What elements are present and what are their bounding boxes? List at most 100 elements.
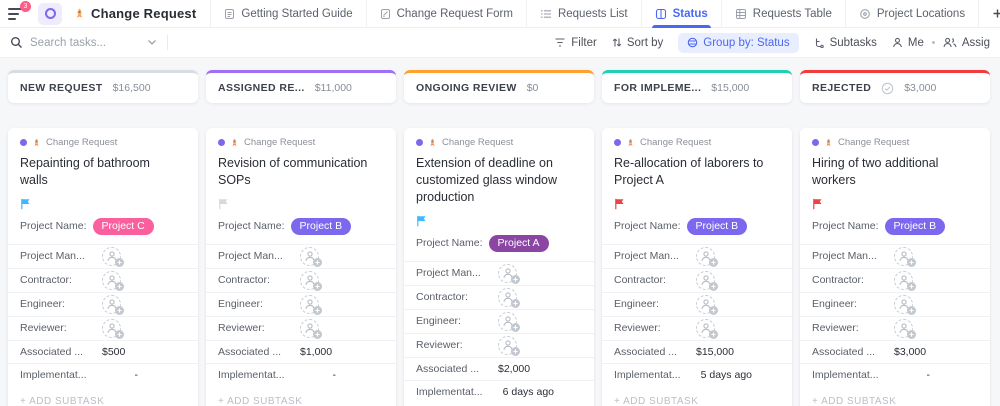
task-card[interactable]: Change Request Repainting of bathroom wa… <box>8 128 198 406</box>
add-assignee-avatar[interactable] <box>894 318 916 339</box>
column-header[interactable]: ASSIGNED RE... $11,000 <box>206 70 396 103</box>
tab-project-locations[interactable]: Project Locations <box>844 0 978 27</box>
add-subtask-button[interactable]: + ADD SUBTASK <box>218 395 303 406</box>
filter-icon <box>554 37 566 48</box>
column-header[interactable]: ONGOING REVIEW $0 <box>404 70 594 103</box>
associated-cost-value[interactable]: $1,000 <box>300 345 333 358</box>
add-subtask-button[interactable]: + ADD SUBTASK <box>20 395 105 406</box>
group-by-label: Group by: Status <box>703 36 790 49</box>
tab-getting-started-guide[interactable]: Getting Started Guide <box>210 0 365 27</box>
associated-cost-value[interactable]: $2,000 <box>498 362 531 375</box>
plus-icon <box>992 8 1000 19</box>
add-assignee-avatar[interactable] <box>498 335 520 356</box>
space-avatar-button[interactable] <box>38 2 62 25</box>
add-assignee-avatar[interactable] <box>102 294 124 315</box>
field-label: Engineer: <box>416 315 461 328</box>
me-filter-button[interactable]: Me <box>892 37 924 49</box>
sort-by-label: Sort by <box>626 36 664 49</box>
add-assignee-avatar[interactable] <box>696 246 718 267</box>
task-title[interactable]: Extension of deadline on customized glas… <box>416 156 558 204</box>
field-label: Reviewer: <box>218 322 265 335</box>
implementation-value[interactable]: 6 days ago <box>502 385 554 398</box>
task-card[interactable]: Change Request Extension of deadline on … <box>404 128 594 406</box>
priority-flag-icon[interactable] <box>218 198 229 210</box>
implementation-value[interactable]: - <box>926 368 931 381</box>
task-title[interactable]: Repainting of bathroom walls <box>20 156 150 187</box>
associated-cost-value[interactable]: $3,000 <box>894 345 927 358</box>
group-by-icon <box>687 37 698 48</box>
sort-by-button[interactable]: Sort by <box>612 37 663 49</box>
column-header[interactable]: NEW REQUEST $16,500 <box>8 70 198 103</box>
project-pill[interactable]: Project B <box>686 217 748 235</box>
task-card[interactable]: Change Request Re-allocation of laborers… <box>602 128 792 406</box>
priority-flag-icon[interactable] <box>812 198 823 210</box>
group-by-button[interactable]: Group by: Status <box>678 32 799 53</box>
filter-button[interactable]: Filter <box>554 37 597 49</box>
search-input[interactable]: Search tasks... <box>10 36 157 49</box>
tab-change-request-form[interactable]: Change Request Form <box>365 0 526 27</box>
field-row-reviewer: Reviewer: <box>404 332 594 357</box>
field-label: Engineer: <box>614 298 659 311</box>
task-title[interactable]: Hiring of two additional workers <box>812 156 939 187</box>
add-assignee-avatar[interactable] <box>498 311 520 332</box>
tab-requests-list[interactable]: Requests List <box>525 0 641 27</box>
sidebar-toggle-icon[interactable]: 3 <box>8 0 31 23</box>
tab-status[interactable]: Status <box>640 0 721 28</box>
field-label: Reviewer: <box>20 322 67 335</box>
task-card[interactable]: Change Request Hiring of two additional … <box>800 128 990 406</box>
add-assignee-avatar[interactable] <box>300 318 322 339</box>
column-header[interactable]: FOR IMPLEME... $15,000 <box>602 70 792 103</box>
priority-flag-icon[interactable] <box>416 215 427 227</box>
add-assignee-avatar[interactable] <box>300 294 322 315</box>
implementation-value[interactable]: - <box>332 368 337 381</box>
chevron-down-icon[interactable] <box>147 39 157 46</box>
add-assignee-avatar[interactable] <box>300 270 322 291</box>
priority-flag-icon[interactable] <box>614 198 625 210</box>
project-pill[interactable]: Project C <box>92 217 154 235</box>
add-assignee-avatar[interactable] <box>498 287 520 308</box>
associated-cost-value[interactable]: $15,000 <box>696 345 734 358</box>
add-subtask-button[interactable]: + ADD SUBTASK <box>404 403 594 406</box>
associated-cost-value[interactable]: $500 <box>102 345 126 358</box>
me-label: Me <box>907 36 924 49</box>
field-row-engineer: Engineer: <box>206 291 396 316</box>
column-total: $11,000 <box>314 82 352 94</box>
tab-add-view[interactable]: View <box>978 0 1000 27</box>
column-header[interactable]: REJECTED $3,000 <box>800 70 990 103</box>
add-assignee-avatar[interactable] <box>102 318 124 339</box>
add-assignee-avatar[interactable] <box>696 294 718 315</box>
add-assignee-avatar[interactable] <box>102 270 124 291</box>
field-label: Associated ... <box>218 345 282 358</box>
add-subtask-button[interactable]: + ADD SUBTASK <box>614 395 699 406</box>
subtasks-button[interactable]: Subtasks <box>814 37 877 49</box>
project-pill[interactable]: Project B <box>290 217 352 235</box>
field-label: Contractor: <box>218 274 270 287</box>
add-assignee-avatar[interactable] <box>894 270 916 291</box>
assignees-button[interactable]: Assig <box>943 37 990 49</box>
check-circle-icon[interactable] <box>881 82 894 95</box>
add-assignee-avatar[interactable] <box>102 246 124 267</box>
field-row-implementation: Implementat... 6 days ago <box>404 379 594 403</box>
task-title[interactable]: Re-allocation of laborers to Project A <box>614 156 764 187</box>
implementation-value[interactable]: - <box>134 368 139 381</box>
add-assignee-avatar[interactable] <box>894 246 916 267</box>
add-subtask-button[interactable]: + ADD SUBTASK <box>812 395 897 406</box>
tab-requests-table[interactable]: Requests Table <box>720 0 845 27</box>
task-card[interactable]: Change Request Revision of communication… <box>206 128 396 406</box>
add-assignee-avatar[interactable] <box>300 246 322 267</box>
implementation-value[interactable]: 5 days ago <box>700 368 752 381</box>
field-row-engineer: Engineer: <box>8 291 198 316</box>
add-assignee-avatar[interactable] <box>894 294 916 315</box>
project-pill[interactable]: Project B <box>884 217 946 235</box>
add-assignee-avatar[interactable] <box>498 263 520 284</box>
field-row-contractor: Contractor: <box>8 267 198 292</box>
field-label: Reviewer: <box>416 339 463 352</box>
task-title[interactable]: Revision of communication SOPs <box>218 156 368 187</box>
add-assignee-avatar[interactable] <box>696 318 718 339</box>
column-title: REJECTED <box>812 82 872 94</box>
project-pill[interactable]: Project A <box>488 234 549 252</box>
add-assignee-avatar[interactable] <box>696 270 718 291</box>
priority-flag-icon[interactable] <box>20 198 31 210</box>
field-label: Contractor: <box>416 291 468 304</box>
rocket-icon <box>428 138 437 148</box>
